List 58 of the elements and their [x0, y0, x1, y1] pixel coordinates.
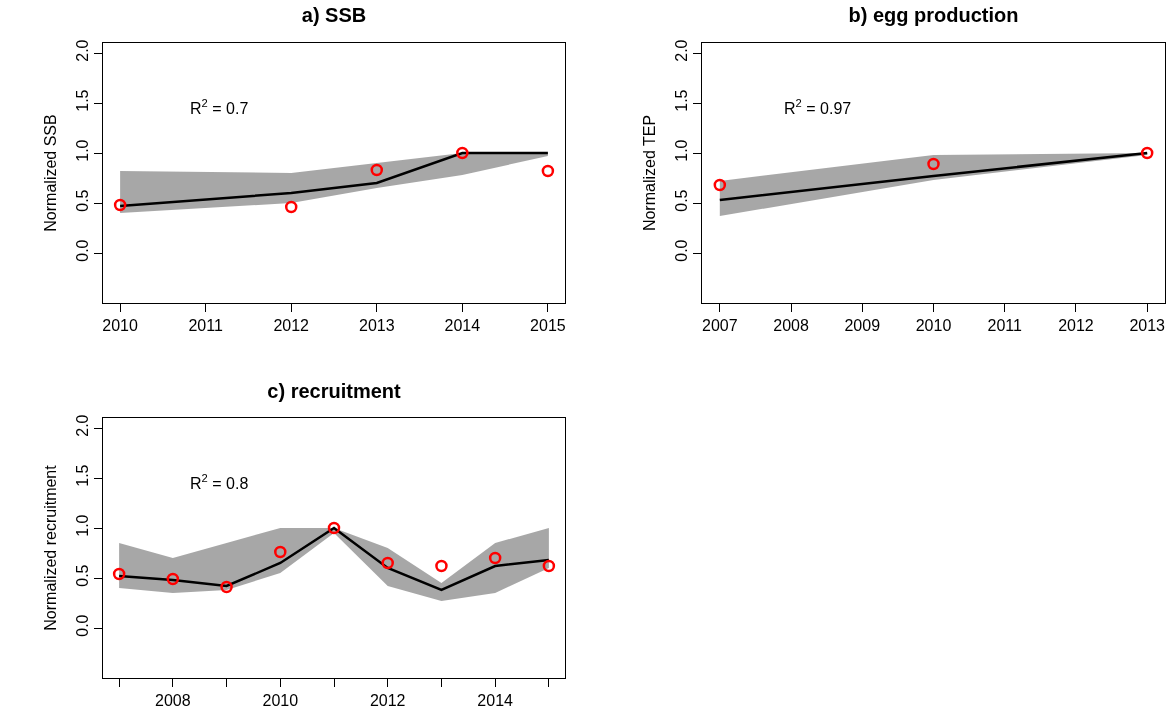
point	[327, 521, 341, 535]
point	[488, 551, 502, 565]
y-tick-label: 0.0	[73, 239, 91, 262]
annotation: R$^{2}$ = 0.8	[190, 472, 249, 492]
x-tick-label: 2015	[530, 317, 566, 335]
point	[381, 556, 394, 570]
annotation: R$^{2}$ = 0.7	[190, 97, 249, 117]
y-tick-label: 2.0	[672, 39, 690, 62]
point	[541, 164, 555, 178]
x-tick-label: 2012	[369, 692, 406, 710]
x-tick-label: 2012	[273, 317, 310, 335]
point	[370, 163, 384, 177]
point	[456, 146, 469, 160]
chart-title: c) recruitment	[267, 380, 402, 402]
x-tick-label: 2013	[1129, 317, 1166, 335]
x-tick-label: 2010	[262, 692, 299, 710]
y-tick-label: 0.0	[73, 614, 91, 637]
point	[435, 559, 448, 573]
x-tick-label: 2009	[844, 317, 881, 335]
y-tick-label: 1.0	[73, 514, 91, 537]
x-tick-label: 2008	[773, 317, 809, 335]
point	[1140, 146, 1154, 160]
point	[274, 545, 287, 559]
point	[166, 572, 180, 586]
y-tick-label: 1.0	[672, 139, 690, 162]
point	[713, 178, 727, 192]
chart-title: a) SSB	[301, 4, 367, 26]
point	[542, 559, 556, 573]
x-tick-label: 2014	[477, 692, 514, 710]
y-axis-title: Normalized SSB	[42, 114, 60, 232]
y-axis-title: Normalized TEP	[641, 114, 659, 232]
y-tick-label: 1.5	[73, 464, 91, 487]
point	[284, 200, 298, 214]
annotation: R$^{2}$ = 0.97	[784, 97, 852, 117]
y-tick-label: 0.5	[672, 189, 690, 212]
x-tick-label: 2014	[444, 317, 481, 335]
point	[112, 567, 126, 581]
point	[113, 198, 127, 212]
point	[927, 157, 940, 171]
y-tick-label: 1.0	[73, 139, 91, 162]
y-tick-label: 0.5	[73, 564, 91, 587]
point	[220, 580, 233, 594]
x-tick-label: 2008	[155, 692, 191, 710]
chart-title: b) egg production	[848, 4, 1019, 26]
x-tick-label: 2012	[1058, 317, 1094, 335]
y-tick-label: 1.5	[672, 89, 690, 112]
x-tick-label: 2011	[987, 317, 1023, 335]
x-tick-label: 2010	[102, 317, 139, 335]
y-tick-label: 1.5	[73, 89, 91, 112]
y-axis-title: Normalized recruitment	[42, 464, 60, 631]
x-tick-label: 2007	[702, 317, 738, 335]
y-tick-label: 0.0	[672, 239, 690, 262]
y-tick-label: 2.0	[73, 414, 91, 437]
x-tick-label: 2011	[188, 317, 223, 335]
y-tick-label: 2.0	[73, 39, 91, 62]
x-tick-label: 2013	[358, 317, 395, 335]
y-tick-label: 0.5	[73, 189, 91, 212]
x-tick-label: 2010	[915, 317, 952, 335]
